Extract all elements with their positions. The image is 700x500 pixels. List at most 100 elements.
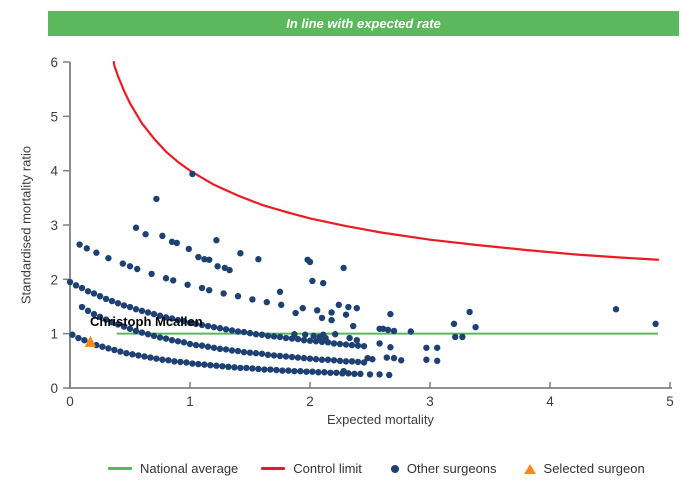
scatter-point-other-surgeon[interactable] — [162, 335, 170, 342]
scatter-point-other-surgeon[interactable] — [153, 195, 160, 203]
scatter-point-other-surgeon[interactable] — [162, 314, 170, 321]
scatter-point-other-surgeon[interactable] — [342, 341, 350, 348]
scatter-point-other-surgeon[interactable] — [108, 319, 116, 326]
scatter-point-other-surgeon[interactable] — [168, 336, 176, 344]
scatter-point-other-surgeon[interactable] — [258, 331, 266, 338]
legend-item-national-average[interactable]: National average — [108, 461, 238, 476]
scatter-point-other-surgeon[interactable] — [201, 256, 208, 263]
scatter-point-other-surgeon[interactable] — [204, 343, 212, 350]
scatter-point-other-surgeon[interactable] — [84, 288, 92, 295]
scatter-point-other-surgeon[interactable] — [346, 334, 353, 342]
scatter-point-other-surgeon[interactable] — [147, 354, 154, 361]
scatter-point-other-surgeon[interactable] — [258, 350, 266, 357]
scatter-point-other-surgeon[interactable] — [278, 301, 285, 309]
scatter-point-other-surgeon[interactable] — [156, 334, 164, 341]
scatter-point-other-surgeon[interactable] — [138, 329, 146, 336]
scatter-point-other-surgeon[interactable] — [237, 250, 244, 257]
scatter-point-other-surgeon[interactable] — [450, 320, 458, 328]
scatter-point-other-surgeon[interactable] — [459, 333, 466, 341]
scatter-point-other-surgeon[interactable] — [126, 325, 134, 332]
scatter-point-other-surgeon[interactable] — [119, 260, 127, 267]
scatter-point-other-surgeon[interactable] — [324, 356, 332, 363]
scatter-point-other-surgeon[interactable] — [312, 338, 320, 345]
scatter-point-other-surgeon[interactable] — [99, 343, 106, 350]
scatter-point-other-surgeon[interactable] — [120, 302, 128, 309]
scatter-point-other-surgeon[interactable] — [255, 365, 262, 373]
scatter-point-other-surgeon[interactable] — [366, 371, 374, 378]
scatter-point-other-surgeon[interactable] — [333, 369, 340, 376]
scatter-point-other-surgeon[interactable] — [72, 282, 80, 289]
scatter-point-other-surgeon[interactable] — [192, 341, 200, 349]
scatter-point-other-surgeon[interactable] — [322, 334, 329, 342]
scatter-point-other-surgeon[interactable] — [184, 281, 191, 288]
scatter-point-other-surgeon[interactable] — [195, 253, 202, 261]
scatter-point-other-surgeon[interactable] — [173, 239, 180, 247]
scatter-point-other-surgeon[interactable] — [282, 334, 290, 342]
scatter-point-other-surgeon[interactable] — [321, 369, 328, 376]
scatter-point-other-surgeon[interactable] — [302, 331, 309, 338]
scatter-point-other-surgeon[interactable] — [297, 367, 304, 375]
scatter-point-other-surgeon[interactable] — [204, 322, 212, 330]
scatter-point-other-surgeon[interactable] — [342, 311, 350, 318]
scatter-point-other-surgeon[interactable] — [210, 323, 218, 331]
scatter-point-other-surgeon[interactable] — [270, 352, 278, 359]
scatter-point-other-surgeon[interactable] — [156, 312, 164, 319]
scatter-point-other-surgeon[interactable] — [335, 301, 342, 309]
scatter-point-other-surgeon[interactable] — [75, 334, 82, 342]
scatter-point-other-surgeon[interactable] — [117, 348, 124, 355]
scatter-point-other-surgeon[interactable] — [216, 325, 224, 332]
scatter-point-other-surgeon[interactable] — [384, 326, 392, 334]
scatter-point-other-surgeon[interactable] — [390, 327, 398, 335]
scatter-point-other-surgeon[interactable] — [330, 340, 338, 347]
scatter-point-other-surgeon[interactable] — [105, 254, 112, 262]
scatter-point-other-surgeon[interactable] — [144, 309, 152, 316]
scatter-point-other-surgeon[interactable] — [222, 346, 230, 353]
scatter-point-other-surgeon[interactable] — [111, 346, 118, 354]
scatter-point-other-surgeon[interactable] — [231, 364, 238, 371]
scatter-point-other-surgeon[interactable] — [380, 325, 387, 332]
scatter-point-other-surgeon[interactable] — [270, 333, 278, 340]
scatter-point-other-surgeon[interactable] — [206, 287, 213, 294]
scatter-point-other-surgeon[interactable] — [318, 356, 326, 363]
scatter-point-other-surgeon[interactable] — [78, 284, 86, 292]
scatter-point-other-surgeon[interactable] — [328, 309, 335, 316]
scatter-point-other-surgeon[interactable] — [234, 347, 242, 355]
scatter-point-other-surgeon[interactable] — [291, 331, 298, 338]
scatter-point-other-surgeon[interactable] — [168, 238, 176, 246]
scatter-point-other-surgeon[interactable] — [364, 354, 371, 362]
scatter-point-other-surgeon[interactable] — [138, 307, 146, 315]
scatter-point-other-surgeon[interactable] — [279, 367, 286, 374]
scatter-point-other-surgeon[interactable] — [81, 336, 88, 344]
scatter-point-other-surgeon[interactable] — [201, 361, 208, 368]
scatter-point-other-surgeon[interactable] — [315, 369, 322, 376]
scatter-point-other-surgeon[interactable] — [276, 288, 284, 296]
scatter-point-other-surgeon[interactable] — [309, 368, 316, 375]
scatter-point-other-surgeon[interactable] — [328, 316, 335, 324]
scatter-point-other-surgeon[interactable] — [123, 350, 130, 357]
scatter-point-other-surgeon[interactable] — [387, 344, 394, 351]
scatter-point-other-surgeon[interactable] — [369, 356, 376, 363]
scatter-point-other-surgeon[interactable] — [294, 354, 302, 361]
scatter-point-other-surgeon[interactable] — [189, 170, 196, 178]
scatter-point-other-surgeon[interactable] — [300, 354, 308, 362]
scatter-point-other-surgeon[interactable] — [472, 323, 479, 331]
scatter-point-other-surgeon[interactable] — [288, 353, 296, 361]
scatter-point-other-surgeon[interactable] — [320, 279, 327, 287]
scatter-point-other-surgeon[interactable] — [213, 237, 220, 244]
scatter-point-other-surgeon[interactable] — [228, 327, 236, 334]
scatter-point-other-surgeon[interactable] — [226, 266, 233, 274]
scatter-point-other-surgeon[interactable] — [220, 290, 227, 297]
scatter-point-other-surgeon[interactable] — [252, 350, 260, 357]
scatter-point-other-surgeon[interactable] — [249, 296, 256, 303]
scatter-point-other-surgeon[interactable] — [240, 348, 248, 356]
scatter-point-other-surgeon[interactable] — [299, 304, 306, 312]
scatter-point-other-surgeon[interactable] — [386, 371, 393, 379]
scatter-point-other-surgeon[interactable] — [219, 363, 226, 370]
scatter-point-other-surgeon[interactable] — [66, 278, 74, 286]
scatter-point-other-surgeon[interactable] — [306, 337, 314, 344]
scatter-point-other-surgeon[interactable] — [165, 357, 172, 364]
scatter-point-other-surgeon[interactable] — [180, 339, 188, 346]
scatter-point-other-surgeon[interactable] — [210, 344, 218, 351]
scatter-point-other-surgeon[interactable] — [300, 336, 308, 344]
scatter-point-other-surgeon[interactable] — [314, 307, 321, 314]
